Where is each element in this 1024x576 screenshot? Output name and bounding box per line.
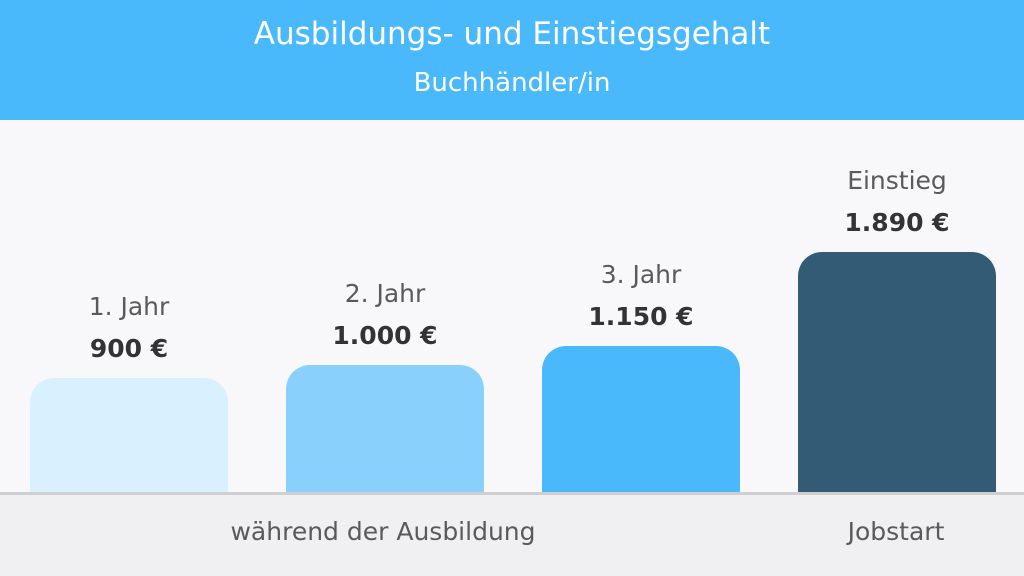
value-label: 1.150 € [588,301,694,331]
category-label: 2. Jahr [344,279,426,309]
category-label: 3. Jahr [600,259,682,289]
bar-3 [542,345,740,492]
value-label: 900 € [89,333,169,363]
value-label: 1.000 € [332,321,438,351]
chart-header: Ausbildungs- und Einstiegsgehalt Buchhän… [0,0,1024,120]
category-label: 1. Jahr [88,291,170,321]
category-footer: während der Ausbildung Jobstart [0,492,1024,576]
bar-4 [798,252,996,492]
value-label: 1.890 € [844,208,950,237]
chart-subtitle: Buchhändler/in [413,68,611,98]
group-label-jobstart: Jobstart [847,517,945,546]
bar-1 [30,377,228,492]
chart-title: Ausbildungs- und Einstiegsgehalt [253,16,771,52]
bar-2 [286,365,484,492]
group-label-training: während der Ausbildung [230,517,536,546]
category-label: Einstieg [847,166,947,195]
